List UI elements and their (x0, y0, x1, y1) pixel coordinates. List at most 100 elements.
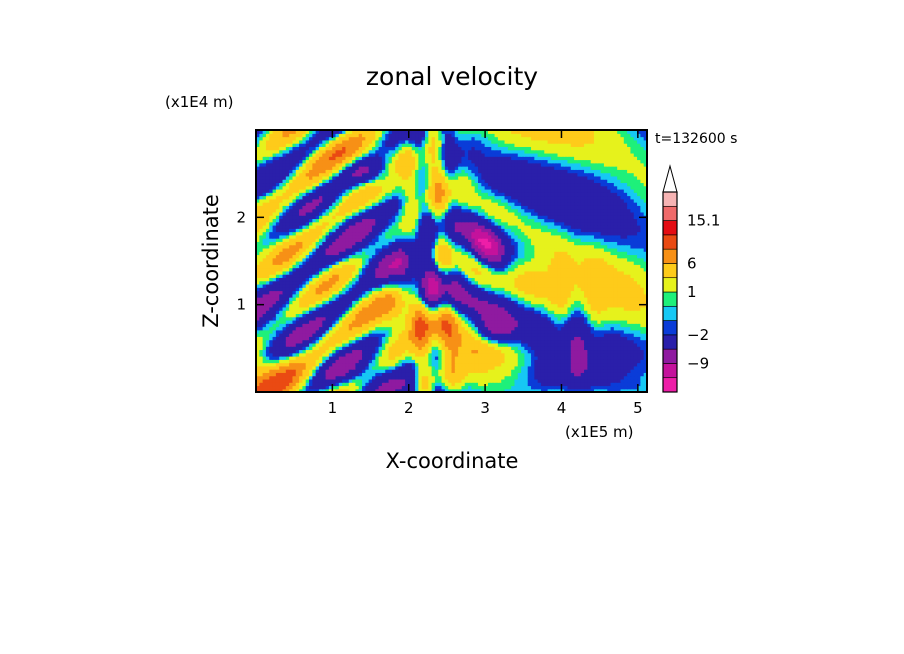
heatmap-cell (415, 375, 419, 380)
heatmap-cell (504, 355, 509, 360)
heatmap-cell (262, 254, 267, 259)
heatmap-cell (468, 267, 472, 272)
heatmap-cell (474, 274, 479, 278)
heatmap-cell (487, 316, 492, 321)
heatmap-cell (328, 274, 333, 278)
heatmap-cell (418, 254, 423, 259)
heatmap-cell (431, 280, 436, 285)
heatmap-cell (289, 326, 294, 331)
heatmap-cell (620, 283, 625, 288)
heatmap-cell (355, 352, 360, 357)
heatmap-cell (312, 293, 317, 298)
heatmap-cell (547, 313, 552, 318)
heatmap-cell (309, 300, 313, 305)
heatmap-cell (302, 267, 307, 272)
heatmap-cell (640, 319, 645, 324)
heatmap-cell (269, 300, 274, 305)
heatmap-cell (448, 359, 453, 364)
heatmap-cell (418, 339, 423, 344)
heatmap-cell (272, 283, 277, 288)
heatmap-cell (368, 333, 373, 337)
heatmap-cell (378, 385, 383, 390)
heatmap-cell (338, 257, 343, 262)
heatmap-cell (358, 333, 363, 337)
heatmap-cell (607, 283, 612, 288)
heatmap-cell (451, 375, 456, 380)
heatmap-cell (567, 375, 572, 380)
heatmap-cell (358, 264, 363, 269)
heatmap-cell (584, 310, 588, 315)
heatmap-cell (441, 316, 446, 321)
heatmap-cell (365, 365, 370, 370)
heatmap-cell (468, 333, 472, 337)
heatmap-cell (408, 277, 413, 282)
heatmap-cell (424, 378, 429, 383)
heatmap-cell (643, 316, 647, 321)
heatmap-cell (428, 287, 433, 292)
heatmap-cell (295, 287, 300, 292)
heatmap-cell (358, 326, 363, 331)
heatmap-cell (491, 290, 496, 295)
heatmap-cell (411, 319, 416, 324)
heatmap-cell (378, 339, 383, 344)
heatmap-cell (600, 297, 605, 301)
heatmap-cell (547, 283, 552, 288)
heatmap-cell (517, 326, 522, 331)
heatmap-cell (451, 339, 456, 344)
heatmap-cell (531, 280, 535, 285)
heatmap-cell (325, 369, 330, 373)
heatmap-cell (540, 336, 545, 341)
heatmap-cell (302, 316, 307, 321)
heatmap-cell (434, 300, 439, 305)
heatmap-cell (371, 346, 376, 351)
heatmap-cell (338, 333, 343, 337)
heatmap-cell (607, 326, 612, 331)
heatmap-cell (282, 326, 287, 331)
heatmap-cell (352, 326, 356, 331)
heatmap-cell (265, 375, 270, 380)
heatmap-cell (441, 372, 446, 377)
heatmap-cell (362, 326, 366, 331)
heatmap-cell (590, 280, 595, 285)
heatmap-cell (451, 355, 456, 360)
heatmap-cell (362, 355, 366, 360)
heatmap-cell (275, 382, 280, 387)
heatmap-cell (478, 388, 482, 392)
heatmap-cell (411, 352, 416, 357)
heatmap-cell (630, 277, 635, 282)
heatmap-cell (593, 310, 598, 315)
heatmap-cell (524, 323, 529, 328)
heatmap-cell (501, 293, 506, 298)
heatmap-cell (385, 323, 390, 328)
heatmap-cell (391, 352, 396, 357)
heatmap-cell (471, 375, 476, 380)
heatmap-cell (315, 336, 320, 341)
heatmap-cell (603, 303, 608, 308)
heatmap-cell (474, 349, 479, 354)
heatmap-cell (415, 267, 419, 272)
heatmap-cell (481, 300, 486, 305)
heatmap-cell (368, 261, 373, 265)
heatmap-cell (603, 290, 608, 295)
heatmap-cell (398, 303, 403, 308)
heatmap-cell (494, 274, 499, 278)
heatmap-cell (418, 352, 423, 357)
heatmap-cell (531, 385, 535, 390)
heatmap-cell (434, 378, 439, 383)
heatmap-cell (620, 378, 625, 383)
heatmap-cell (627, 326, 632, 331)
heatmap-cell (332, 290, 337, 295)
heatmap-cell (574, 287, 579, 292)
heatmap-cell (398, 313, 403, 318)
heatmap-cell (315, 382, 320, 387)
heatmap-cell (345, 323, 350, 328)
heatmap-cell (424, 274, 429, 278)
heatmap-cell (580, 378, 585, 383)
heatmap-cell (292, 274, 297, 278)
heatmap-cell (527, 283, 532, 288)
heatmap-cell (534, 388, 539, 392)
heatmap-cell (557, 326, 562, 331)
heatmap-cell (487, 362, 492, 367)
heatmap-cell (391, 378, 396, 383)
heatmap-cell (637, 274, 641, 278)
